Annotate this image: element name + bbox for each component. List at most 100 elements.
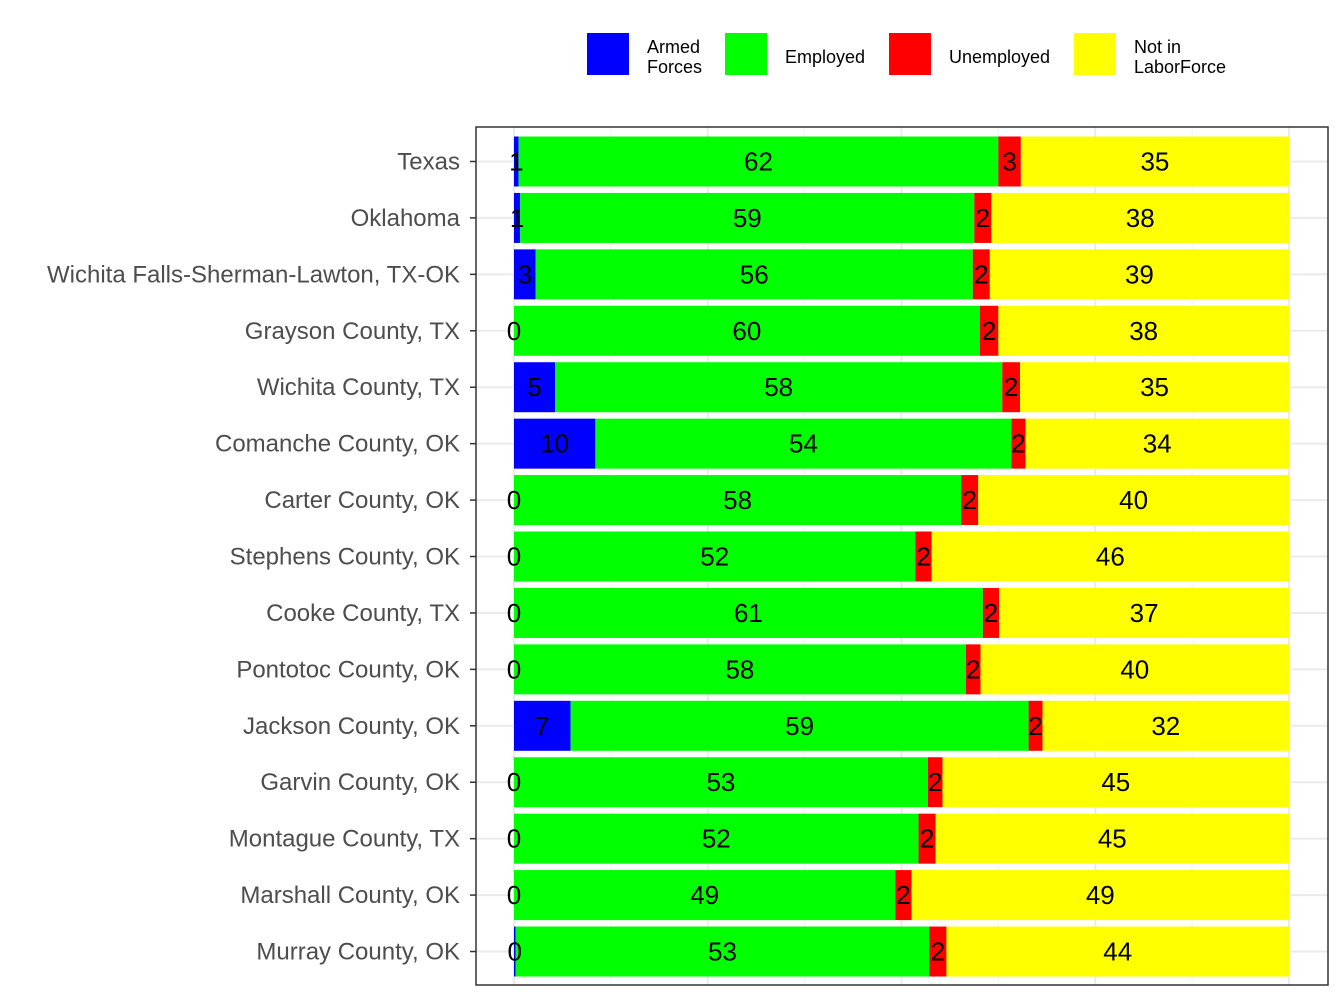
bar-value-label: 0 — [507, 654, 521, 684]
legend-label: Employed — [785, 47, 865, 67]
bar-value-label: 59 — [785, 711, 814, 741]
bar-value-label: 62 — [744, 147, 773, 177]
bar-value-label: 45 — [1098, 824, 1127, 854]
bar-value-label: 0 — [508, 937, 522, 967]
bar-segment — [980, 644, 1289, 695]
bar-segment — [535, 249, 973, 300]
bar-segment — [1011, 418, 1026, 469]
y-axis: Texas Oklahoma Wichita Falls-Sherman-Lawto… — [47, 149, 476, 966]
bar-value-label: 58 — [725, 654, 754, 684]
bar-segment — [514, 192, 521, 243]
bar-value-label: 61 — [734, 598, 763, 628]
bar-value-label: 1 — [510, 203, 524, 233]
bar-segment — [514, 249, 536, 300]
bar-segment — [927, 757, 943, 808]
bar-segment — [514, 587, 983, 638]
bar-segment — [974, 192, 992, 243]
bar-segment — [929, 926, 947, 977]
bar-segment — [514, 362, 556, 413]
bar-segment — [514, 531, 916, 582]
bar-value-label: 49 — [690, 880, 719, 910]
bar-segment — [595, 418, 1012, 469]
bar-value-label: 49 — [1086, 880, 1115, 910]
bar-segment — [1042, 700, 1289, 751]
legend-key — [889, 33, 931, 75]
bar-segment — [965, 644, 981, 695]
bar-value-label: 2 — [962, 485, 976, 515]
bar-segment — [514, 136, 519, 187]
bar-segment — [514, 757, 928, 808]
bar-segment — [972, 249, 990, 300]
bar-value-label: 56 — [740, 259, 769, 289]
bar-value-label: 45 — [1101, 767, 1130, 797]
bar-value-label: 1 — [509, 147, 523, 177]
category-label: Montague County, TX — [229, 826, 460, 853]
bar-value-label: 2 — [966, 654, 980, 684]
category-label: Oklahoma — [351, 205, 461, 232]
bar-value-label: 2 — [928, 767, 942, 797]
bar-value-label: 2 — [1004, 372, 1018, 402]
bar-value-label: 2 — [916, 542, 930, 572]
bar-segment — [942, 757, 1289, 808]
bar-segment — [935, 813, 1289, 864]
category-label: Carter County, OK — [264, 487, 460, 514]
bar-segment — [514, 305, 980, 356]
bar-value-label: 39 — [1125, 259, 1154, 289]
bar-segment — [514, 418, 596, 469]
bar-value-label: 40 — [1119, 485, 1148, 515]
bar-segment — [991, 192, 1289, 243]
category-label: Grayson County, TX — [245, 318, 460, 345]
bar-value-label: 2 — [920, 824, 934, 854]
category-label: Pontotoc County, OK — [236, 656, 460, 683]
category-label: Texas — [397, 149, 460, 176]
category-label: Stephens County, OK — [230, 544, 460, 571]
bar-segment — [514, 870, 896, 921]
bar-value-label: 2 — [896, 880, 910, 910]
bar-value-label: 0 — [507, 485, 521, 515]
bar-segment — [514, 813, 919, 864]
bar-value-label: 40 — [1120, 654, 1149, 684]
bar-segment — [911, 870, 1289, 921]
bar-segment — [1020, 362, 1289, 413]
bar-segment — [895, 870, 912, 921]
bar-value-label: 37 — [1130, 598, 1159, 628]
bar-value-label: 0 — [507, 598, 521, 628]
legend-label: LaborForce — [1134, 57, 1226, 77]
bar-segment — [961, 475, 979, 526]
bar-value-label: 35 — [1140, 372, 1169, 402]
bar-segment — [931, 531, 1289, 582]
bars — [514, 136, 1289, 977]
bar-value-label: 7 — [535, 711, 549, 741]
bar-value-label: 34 — [1143, 429, 1172, 459]
bar-segment — [1020, 136, 1289, 187]
bar-value-label: 2 — [976, 203, 990, 233]
bar-segment — [570, 700, 1029, 751]
bar-value-label: 32 — [1151, 711, 1180, 741]
bar-value-label: 38 — [1129, 316, 1158, 346]
bar-value-label: 59 — [733, 203, 762, 233]
category-label: Cooke County, TX — [266, 600, 460, 627]
legend-key — [587, 33, 629, 75]
legend-key — [1074, 33, 1116, 75]
bar-segment — [555, 362, 1003, 413]
bar-value-label: 0 — [507, 824, 521, 854]
bar-value-label: 3 — [518, 259, 532, 289]
legend-key — [725, 33, 767, 75]
category-label: Garvin County, OK — [260, 769, 460, 796]
bar-value-label: 60 — [732, 316, 761, 346]
bar-segment — [915, 531, 932, 582]
bar-value-label: 2 — [931, 937, 945, 967]
bar-segment — [514, 926, 516, 977]
bar-value-label: 2 — [1011, 429, 1025, 459]
legend-label: Unemployed — [949, 47, 1050, 67]
bar-segment — [514, 475, 962, 526]
bar-value-label: 44 — [1103, 937, 1132, 967]
bar-value-label: 53 — [708, 937, 737, 967]
bar-segment — [514, 700, 571, 751]
category-label: Murray County, OK — [256, 939, 460, 966]
bar-segment — [989, 249, 1289, 300]
legend-label: Armed — [647, 37, 700, 57]
bar-segment — [1028, 700, 1043, 751]
